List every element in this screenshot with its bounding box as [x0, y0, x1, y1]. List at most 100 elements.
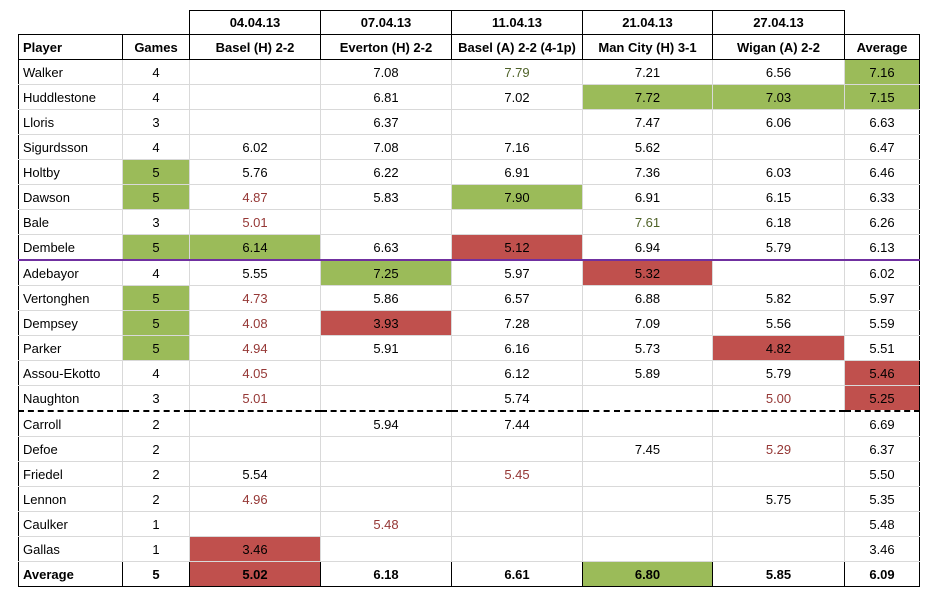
rating-cell [712, 259, 845, 286]
rating-cell [451, 436, 583, 462]
rating-cell [451, 486, 583, 512]
table-row: Vertonghen 5 4.73 5.86 6.57 6.88 5.82 5.97 [18, 285, 920, 311]
rating-cell: 7.21 [582, 59, 713, 85]
blank-cell [19, 11, 123, 35]
rating-cell: 6.18 [712, 209, 845, 235]
average-header: Average [844, 34, 920, 60]
player-name: Gallas [18, 536, 123, 562]
rating-cell: 5.75 [712, 486, 845, 512]
table-row: Gallas 1 3.46 3.46 [18, 536, 920, 562]
rating-cell: 6.22 [320, 159, 452, 185]
average-cell: 6.37 [844, 436, 920, 462]
average-cell: 6.02 [844, 259, 920, 286]
games-cell: 5 [122, 335, 190, 361]
rating-cell: 4.05 [189, 360, 321, 386]
match-header: Everton (H) 2-2 [320, 34, 452, 60]
match-header: Man City (H) 3-1 [582, 34, 713, 60]
rating-cell [582, 511, 713, 537]
rating-cell: 6.88 [582, 285, 713, 311]
rating-cell: 5.83 [320, 184, 452, 210]
player-name: Bale [18, 209, 123, 235]
rating-cell: 7.45 [582, 436, 713, 462]
rating-cell [320, 536, 452, 562]
rating-cell [712, 536, 845, 562]
average-cell: 7.15 [844, 84, 920, 110]
rating-cell: 6.91 [582, 184, 713, 210]
games-cell: 5 [122, 310, 190, 336]
games-cell: 2 [122, 410, 190, 437]
rating-cell: 6.16 [451, 335, 583, 361]
rating-cell [320, 461, 452, 487]
average-cell: 5.35 [844, 486, 920, 512]
average-cell: 6.69 [844, 410, 920, 437]
rating-cell: 6.94 [582, 234, 713, 261]
average-cell: 5.97 [844, 285, 920, 311]
rating-cell: 6.63 [320, 234, 452, 261]
player-name: Dawson [18, 184, 123, 210]
rating-cell: 5.00 [712, 385, 845, 412]
table-row: Huddlestone 4 6.81 7.02 7.72 7.03 7.15 [18, 84, 920, 110]
games-cell: 5 [122, 234, 190, 261]
date-row: 04.04.13 07.04.13 11.04.13 21.04.13 27.0… [19, 10, 920, 35]
rating-cell: 5.55 [189, 259, 321, 286]
rating-cell: 7.25 [320, 259, 452, 286]
player-name: Vertonghen [18, 285, 123, 311]
average-cell: 6.33 [844, 184, 920, 210]
player-header: Player [18, 34, 123, 60]
average-cell: 5.48 [844, 511, 920, 537]
rating-cell: 5.79 [712, 234, 845, 261]
rating-cell [451, 209, 583, 235]
games-cell: 1 [122, 511, 190, 537]
table-row: Lennon 2 4.96 5.75 5.35 [18, 486, 920, 512]
rating-cell: 7.08 [320, 134, 452, 160]
average-cell: 6.26 [844, 209, 920, 235]
rating-cell: 5.76 [189, 159, 321, 185]
table-row: Walker 4 7.08 7.79 7.21 6.56 7.16 [18, 59, 920, 85]
games-cell: 5 [122, 159, 190, 185]
games-cell: 4 [122, 84, 190, 110]
table-row: Sigurdsson 4 6.02 7.08 7.16 5.62 6.47 [18, 134, 920, 160]
player-name: Lennon [18, 486, 123, 512]
average-cell: 5.46 [844, 360, 920, 386]
rating-cell: 7.09 [582, 310, 713, 336]
rating-cell: 7.61 [582, 209, 713, 235]
table-row: Dawson 5 4.87 5.83 7.90 6.91 6.15 6.33 [18, 184, 920, 210]
rating-cell: 7.90 [451, 184, 583, 210]
date-cell: 21.04.13 [582, 10, 713, 35]
rating-cell: 5.12 [451, 234, 583, 261]
rating-cell: 4.82 [712, 335, 845, 361]
rating-cell: 7.08 [320, 59, 452, 85]
player-name: Huddlestone [18, 84, 123, 110]
rating-cell: 5.91 [320, 335, 452, 361]
average-cell: 5.25 [844, 385, 920, 412]
overall-average-cell: 6.09 [844, 561, 920, 587]
player-name: Caulker [18, 511, 123, 537]
games-cell: 1 [122, 536, 190, 562]
player-name: Holtby [18, 159, 123, 185]
rating-cell: 6.81 [320, 84, 452, 110]
average-rating-cell: 6.80 [582, 561, 713, 587]
rating-cell: 5.62 [582, 134, 713, 160]
rating-cell [712, 410, 845, 437]
blank-cell [845, 11, 920, 35]
games-cell: 2 [122, 436, 190, 462]
rating-cell: 5.48 [320, 511, 452, 537]
rating-cell: 7.03 [712, 84, 845, 110]
average-rating-cell: 5.02 [189, 561, 321, 587]
rating-cell: 6.03 [712, 159, 845, 185]
rating-cell: 6.37 [320, 109, 452, 135]
average-cell: 5.50 [844, 461, 920, 487]
blank-cell [123, 11, 190, 35]
rating-cell: 6.12 [451, 360, 583, 386]
player-name: Walker [18, 59, 123, 85]
rating-cell: 7.79 [451, 59, 583, 85]
rating-cell: 6.02 [189, 134, 321, 160]
average-row: Average 5 5.02 6.18 6.61 6.80 5.85 6.09 [18, 561, 920, 587]
rating-cell: 5.01 [189, 385, 321, 412]
average-row-label: Average [18, 561, 123, 587]
rating-cell [189, 436, 321, 462]
rating-cell [451, 536, 583, 562]
games-cell: 3 [122, 385, 190, 412]
date-cell: 07.04.13 [320, 10, 452, 35]
rating-cell: 7.16 [451, 134, 583, 160]
